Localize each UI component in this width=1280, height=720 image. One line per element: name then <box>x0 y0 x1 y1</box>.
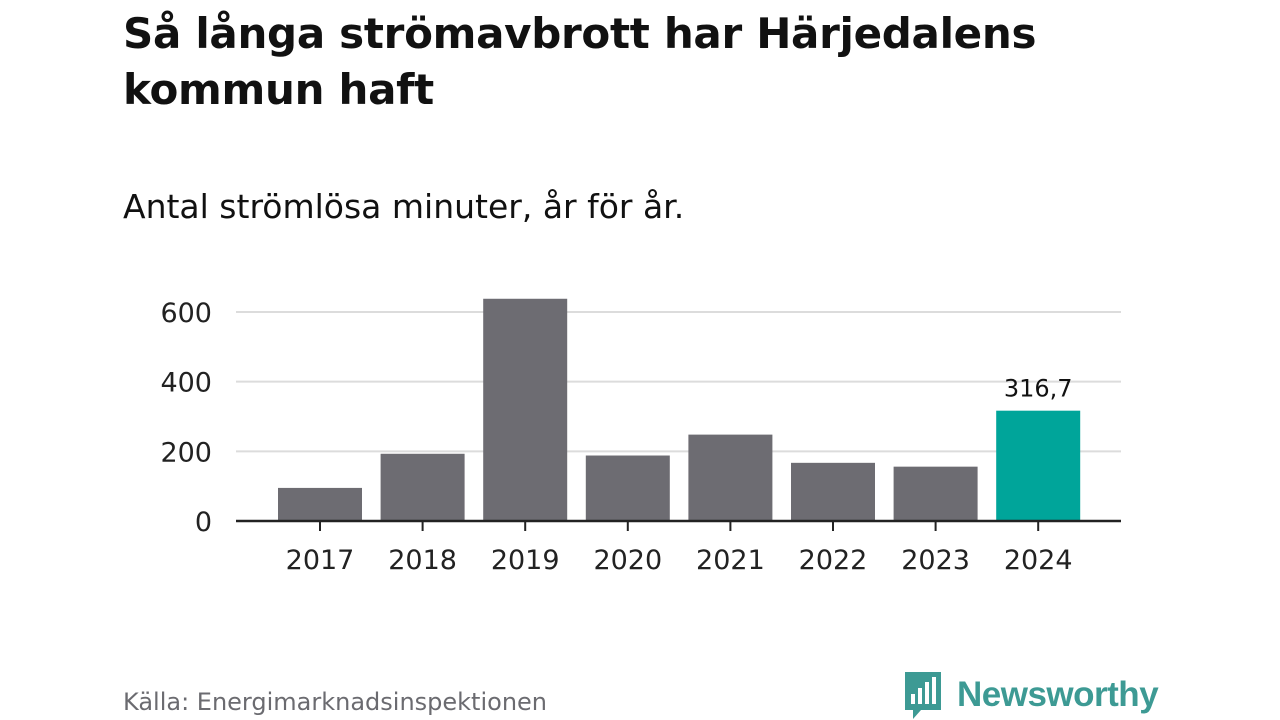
x-tick-label-2021: 2021 <box>696 545 765 576</box>
bar-2018 <box>380 453 465 521</box>
bar-2022 <box>791 462 875 521</box>
x-tick-label-2023: 2023 <box>901 545 970 576</box>
x-axis-ticks: 2017 2018 2019 2020 2021 2022 2023 2024 <box>286 521 1073 576</box>
bar-2019 <box>483 298 568 521</box>
x-tick-label-2019: 2019 <box>491 545 560 576</box>
bar-2021 <box>688 434 773 521</box>
bar-2024 <box>996 410 1081 521</box>
newsworthy-logo: Newsworthy <box>903 670 1159 720</box>
y-axis-ticks: 0 200 400 600 <box>160 298 212 538</box>
bar-2017 <box>278 487 362 521</box>
grid-lines <box>236 311 1121 453</box>
x-tick-label-2022: 2022 <box>799 545 868 576</box>
bar-2023 <box>893 466 978 521</box>
brand-name: Newsworthy <box>957 675 1159 714</box>
y-tick-label-0: 0 <box>195 507 212 538</box>
y-tick-label-400: 400 <box>160 368 212 399</box>
bar-2020 <box>585 455 670 521</box>
bar-chart-speech-bubble-icon <box>905 672 941 719</box>
chart-subtitle: Antal strömlösa minuter, år för år. <box>123 187 685 226</box>
chart-title: Så långa strömavbrott har Härjedalens ko… <box>123 9 1037 114</box>
y-tick-label-600: 600 <box>160 298 212 329</box>
x-tick-label-2020: 2020 <box>593 545 662 576</box>
y-tick-label-200: 200 <box>160 437 212 468</box>
x-tick-label-2017: 2017 <box>286 545 355 576</box>
source-note: Källa: Energimarknadsinspektionen <box>123 688 548 716</box>
x-tick-label-2024: 2024 <box>1004 545 1073 576</box>
data-labels: 316,7 <box>1004 375 1073 403</box>
x-tick-label-2018: 2018 <box>388 545 457 576</box>
bars <box>278 298 1081 521</box>
data-label-2024: 316,7 <box>1004 375 1073 403</box>
